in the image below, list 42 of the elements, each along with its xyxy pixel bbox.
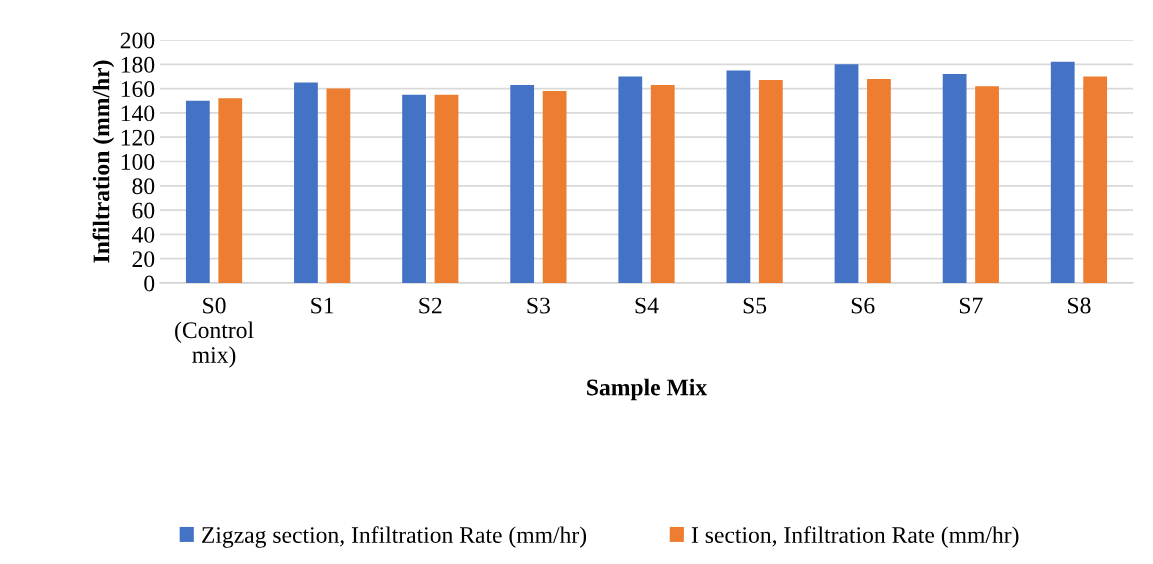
bar <box>185 100 210 283</box>
bar <box>834 64 859 283</box>
y-tick-label: 180 <box>121 56 155 73</box>
y-axis-title: Infiltration (mm/hr) <box>92 60 115 263</box>
x-tick-label: S3 <box>527 297 550 314</box>
x-tick-label: S8 <box>1068 297 1091 314</box>
y-tick-label: 20 <box>132 251 155 268</box>
bar <box>726 70 751 283</box>
x-tick-label: S1 <box>311 297 334 314</box>
bar <box>650 84 675 283</box>
bar <box>942 74 967 283</box>
bar <box>218 98 243 283</box>
bar <box>867 78 891 283</box>
x-axis-title: Sample Mix <box>587 378 708 401</box>
bar <box>975 86 999 283</box>
legend-label: Zigzag section, Infiltration Rate (mm/hr) <box>202 526 587 548</box>
legend-label: I section, Infiltration Rate (mm/hr) <box>691 526 1019 548</box>
x-tick-label: S6 <box>851 297 875 314</box>
y-tick-label: 0 <box>144 275 155 292</box>
y-tick-label: 120 <box>121 129 155 146</box>
y-tick-label: 160 <box>121 81 155 98</box>
bar <box>402 94 426 283</box>
bar <box>294 82 318 283</box>
x-tick-label: S2 <box>419 297 442 314</box>
x-tick-label: S7 <box>959 297 983 314</box>
y-tick-label: 60 <box>132 202 155 219</box>
y-tick-label: 40 <box>131 226 155 243</box>
y-tick-label: 80 <box>132 178 155 195</box>
bar <box>434 94 459 283</box>
x-tick-label: S4 <box>635 297 659 314</box>
bar <box>510 84 535 283</box>
bar <box>618 76 643 283</box>
x-tick-label: S0 (Control mix) <box>175 297 254 368</box>
y-tick-label: 140 <box>121 105 155 122</box>
y-tick-label: 200 <box>120 32 155 49</box>
y-tick-label: 100 <box>121 153 155 170</box>
bar <box>758 80 783 283</box>
bar <box>326 88 351 283</box>
x-tick-label: S5 <box>743 297 767 314</box>
bar <box>542 91 567 283</box>
bar <box>1050 61 1075 283</box>
bar <box>1083 76 1108 283</box>
